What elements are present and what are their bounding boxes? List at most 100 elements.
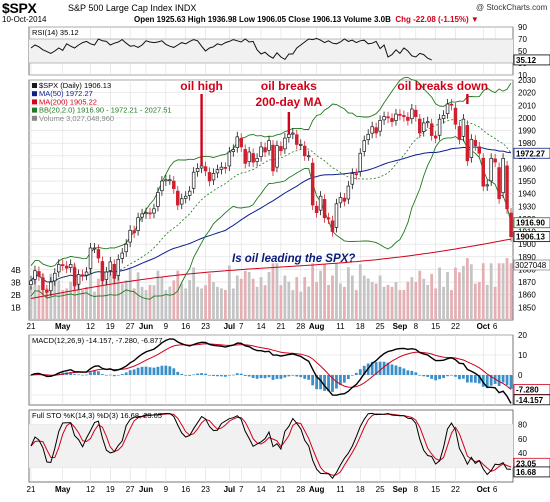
sto-x-label: Aug [309,485,325,494]
sto-x-label: 19 [106,485,115,494]
macd-histogram-bar [339,375,342,386]
macd-histogram-bar [216,375,219,377]
volume-bar [497,263,501,320]
volume-bar [295,277,299,320]
macd-histogram-bar [446,375,449,377]
macd-histogram-bar [477,375,481,384]
volume-bar [235,275,239,320]
macd-histogram-bar [93,370,96,375]
candle-body [259,146,263,157]
annotation-marker [200,94,203,166]
macd-histogram-bar [454,375,457,377]
macd-histogram-bar [148,367,152,375]
macd-histogram-bar [307,375,311,380]
candle-body [306,155,311,158]
volume-bar [160,277,164,320]
volume-bar [180,283,184,320]
macd-histogram-bar [489,375,493,386]
macd-histogram-bar [136,367,140,375]
chart-header: $SPX S&P 500 Large Cap Index INDX @ Stoc… [0,0,550,26]
volume-bar [426,284,430,320]
candle-body [299,144,303,146]
macd-histogram-bar [465,375,469,383]
macd-histogram-bar [458,375,461,380]
macd-histogram-bar [398,366,402,375]
sto-x-label: Oct [477,485,491,494]
volume-bar [120,283,124,320]
question-label: Is oil leading the SPX? [232,253,355,265]
volume-bar [85,286,88,320]
candle-body [314,205,319,213]
volume-bar [176,270,180,320]
macd-value-label-box [513,394,550,406]
price-tick-label: 1900 [518,240,536,249]
sto-tick-label: 40 [518,449,527,458]
volume-bar [450,290,453,320]
volume-bar [220,288,223,320]
volume-bar [132,288,136,320]
candle-body [176,190,180,206]
candle-body [68,264,73,268]
macd-legend: MACD(12,26,9) -14.157, -7.280, -6.877 [32,336,163,345]
rsi-legend: RSI(14) 35.12 [32,28,79,37]
macd-histogram-bar [418,375,422,376]
volume-bar [446,271,449,320]
candle-body [461,118,466,137]
macd-histogram-bar [390,364,394,375]
candle-body [60,264,65,267]
macd-histogram-bar [128,370,132,375]
macd-histogram-bar [287,375,291,377]
price-x-label: 21 [27,322,36,331]
candle-body [199,165,204,169]
volume-bar [251,278,255,320]
macd-histogram-bar [251,375,255,379]
volume-tick-label: 2B [11,291,21,300]
macd-histogram-bar [104,375,108,376]
candle-body [338,197,343,204]
chart-date: 10-Oct-2014 [2,15,47,24]
candle-body [152,208,156,214]
macd-histogram-bar [223,375,227,377]
symbol-description: S&P 500 Large Cap Index INDX [68,3,197,13]
macd-histogram-bar [212,375,215,377]
price-x-label: May [55,322,71,331]
candle-body [223,166,228,169]
volume-bar [124,280,128,320]
candle-body [168,179,172,182]
bb-lower-line [30,136,512,300]
volume-bar [505,258,509,320]
candle-body [45,289,49,293]
candle-body [366,133,370,141]
volume-value-label: 3027048 [515,261,547,270]
volume-bar [263,285,267,320]
volume-bar [223,290,227,320]
volume-bar [33,278,37,320]
volume-bar [354,290,358,320]
candle-body [247,151,251,163]
price-tick-label: 1890 [518,253,536,262]
volume-bar [89,258,92,320]
ma50-line [30,146,512,283]
legend-entry: $SPX (Daily) 1906.13 [39,81,111,90]
candle-body [370,126,374,134]
volume-bar [509,263,513,320]
volume-bar [29,286,33,320]
annotation-label: 200-day MA [256,95,323,109]
volume-bar [331,275,334,320]
candle-body [421,122,426,132]
macd-histogram-bar [112,375,116,377]
candle-body [295,134,299,145]
price-x-label: 19 [106,322,115,331]
candle-body [187,190,192,196]
volume-bar [465,258,469,320]
candle-body [164,179,168,182]
bb-upper-line [30,76,512,268]
volume-bar [188,280,192,320]
sto-x-label: Jul [224,485,236,494]
macd-histogram-bar [77,374,80,376]
volume-bar [168,286,172,320]
macd-tick-label: 20 [518,331,527,340]
volume-bar [374,283,378,320]
macd-histogram-bar [263,375,267,379]
